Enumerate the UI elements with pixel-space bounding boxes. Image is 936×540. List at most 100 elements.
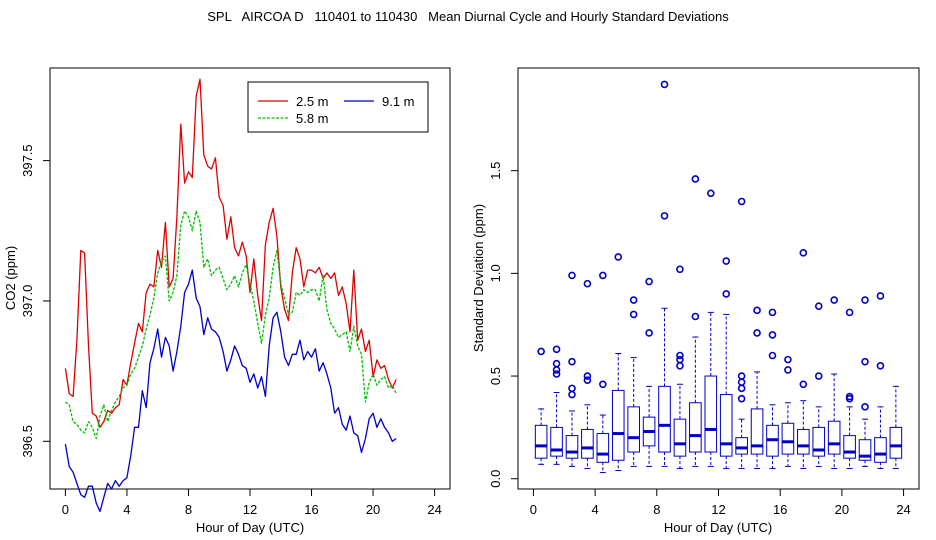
box-hour [812,302,826,467]
iqr-box [858,439,872,461]
iqr-box [843,435,856,459]
outlier-point [861,296,869,304]
outlier-point [645,329,653,337]
outlier-point [660,212,669,220]
left-chart: Hour of Day (UTC) CO2 (ppm) 0 4 8 12 16 20 24 … [3,67,451,535]
outlier-point [845,308,854,317]
box-hour [874,292,887,469]
iqr-box [658,385,671,453]
right-x-tick-label: 0 [530,502,537,517]
right-plot-frame [517,67,920,490]
left-y-axis-label: CO2 (ppm) [3,246,18,310]
outlier-point [830,296,838,304]
iqr-box [550,426,563,457]
left-y-ticks: 396.5 397.0 397.5 [20,144,50,458]
outlier-point [753,329,761,337]
outlier-point [722,257,731,265]
outlier-point [768,308,777,317]
iqr-box [735,437,748,455]
outlier-point [676,351,684,360]
iqr-box [874,437,887,463]
iqr-box [689,402,702,453]
iqr-box [889,426,903,459]
left-y-tick-label: 396.5 [20,425,35,458]
box-hour [719,257,733,469]
outlier-point [737,384,746,393]
outlier-point [876,361,885,370]
left-y-tick-label: 397.5 [20,144,35,177]
box-hour [581,279,594,469]
outlier-point [660,80,669,89]
outlier-point [861,403,869,411]
right-y-axis-label: Standard Deviation (ppm) [471,204,486,352]
outlier-point [706,189,715,198]
outlier-point [768,351,777,360]
outlier-point [784,355,792,364]
iqr-box [719,394,733,457]
outlier-point [737,197,746,206]
left-x-tick-label: 20 [366,502,380,517]
box-hour [797,249,810,469]
box-hour [781,355,795,467]
right-x-ticks: 0 4 8 12 16 20 24 [530,489,911,517]
page-title: SPL AIRCOA D 110401 to 110430 Mean Diurn… [207,9,729,24]
box-hour [843,308,856,469]
box-hour [611,253,625,472]
right-y-ticks: 0.0 0.5 1.0 1.5 [488,162,518,488]
iqr-box [827,420,841,455]
iqr-box [596,433,610,463]
iqr-box [704,375,718,453]
box-hour [704,189,718,467]
right-x-axis-label: Hour of Day (UTC) [664,520,772,535]
outlier-point [737,378,746,387]
outlier-point [676,361,684,370]
left-x-ticks: 0 4 8 12 16 20 24 [62,489,442,517]
box-hour [642,277,656,467]
right-y-tick-label: 0.5 [488,367,503,385]
right-x-tick-label: 16 [773,502,787,517]
outlier-point [583,372,592,380]
iqr-box [534,424,548,459]
right-x-tick-label: 20 [835,502,849,517]
iqr-box [812,426,826,457]
box-hour [766,308,779,469]
left-y-tick-label: 397.0 [20,285,35,318]
iqr-box [750,408,764,455]
box-hour [550,345,563,465]
box-hour [735,197,748,469]
outlier-point [676,265,684,274]
right-y-tick-label: 1.0 [488,264,503,282]
outlier-point [799,249,808,257]
legend-label-9-1m: 9.1 m [382,94,415,109]
box-hour [658,80,671,467]
outlier-point [784,366,792,374]
left-x-tick-label: 12 [243,502,257,517]
box-hour [565,271,579,467]
outlier-point [676,355,684,364]
right-y-tick-label: 0.0 [488,470,503,488]
outlier-point [722,290,731,298]
legend-label-5-8m: 5.8 m [296,111,329,126]
outlier-point [537,347,545,356]
outlier-point [799,380,808,389]
right-x-tick-label: 8 [653,502,660,517]
left-x-axis-label: Hour of Day (UTC) [196,520,304,535]
legend-box [247,81,429,133]
left-series-group [64,78,397,513]
right-x-tick-label: 24 [896,502,910,517]
outlier-point [599,271,607,280]
box-hour [534,347,548,465]
outlier-point [691,312,700,321]
right-x-tick-label: 12 [711,502,725,517]
outlier-point [629,310,638,319]
box-hour [889,385,903,469]
outlier-point [768,331,777,339]
iqr-box [781,422,795,455]
outlier-point [583,376,592,384]
series-line-9-1-m [64,269,397,513]
outlier-point [737,372,746,380]
right-boxes-group [534,80,903,474]
right-x-tick-label: 4 [591,502,598,517]
outlier-point [691,175,700,183]
